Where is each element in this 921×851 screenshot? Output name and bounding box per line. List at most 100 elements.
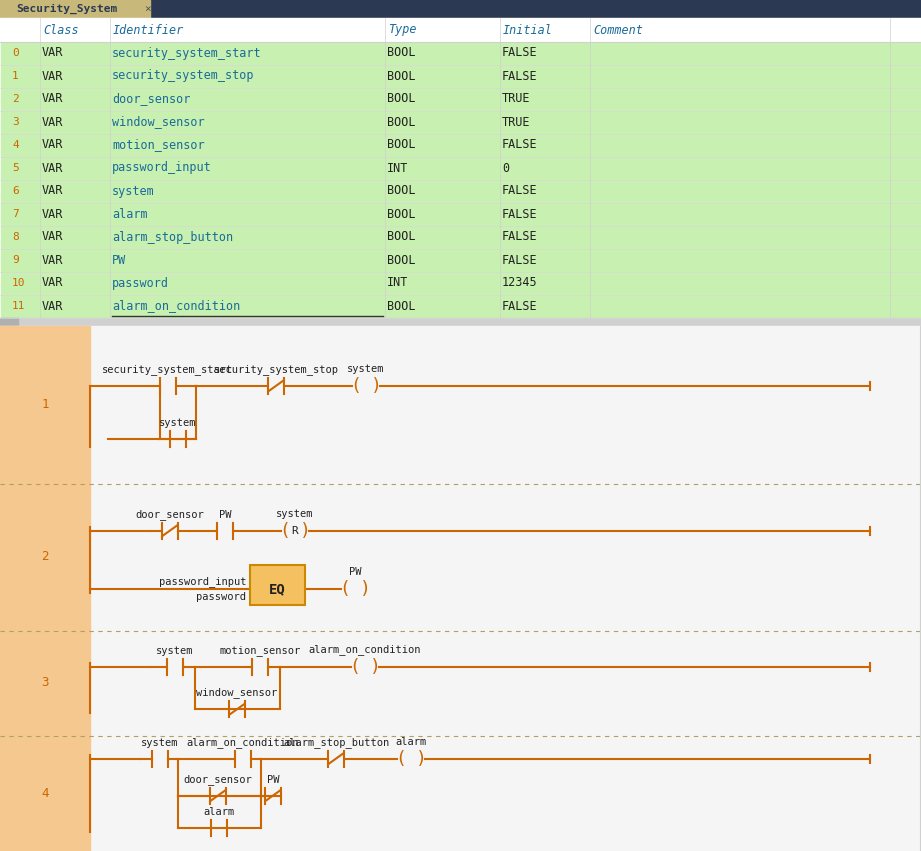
Point bbox=[346, 577, 361, 591]
Point bbox=[310, 841, 325, 851]
Point bbox=[179, 409, 193, 423]
Point bbox=[107, 661, 122, 675]
Point bbox=[431, 649, 446, 663]
Text: FALSE: FALSE bbox=[502, 185, 538, 197]
Point bbox=[778, 745, 793, 759]
Point bbox=[839, 349, 854, 363]
Point bbox=[827, 553, 842, 567]
Point bbox=[539, 745, 554, 759]
Point bbox=[203, 829, 217, 842]
Point bbox=[635, 337, 649, 351]
Point bbox=[790, 793, 805, 807]
Point bbox=[286, 565, 301, 579]
Point bbox=[262, 781, 277, 795]
Point bbox=[766, 697, 781, 711]
Point bbox=[179, 829, 193, 842]
Point bbox=[863, 589, 878, 603]
Point bbox=[382, 445, 397, 459]
Point bbox=[215, 577, 229, 591]
Point bbox=[358, 625, 373, 639]
Point bbox=[599, 374, 613, 387]
Point bbox=[635, 757, 649, 771]
Point bbox=[623, 614, 637, 627]
Point bbox=[670, 529, 685, 543]
Point bbox=[575, 589, 589, 603]
Text: ): ) bbox=[370, 377, 381, 395]
Point bbox=[298, 614, 313, 627]
Point bbox=[131, 481, 146, 494]
Point bbox=[718, 637, 733, 651]
Point bbox=[382, 374, 397, 387]
Point bbox=[155, 517, 169, 531]
Point bbox=[851, 494, 866, 507]
Point bbox=[251, 445, 265, 459]
Point bbox=[802, 721, 817, 734]
Point bbox=[119, 649, 134, 663]
Point bbox=[647, 409, 661, 423]
Point bbox=[443, 529, 458, 543]
Point bbox=[167, 589, 181, 603]
Point bbox=[167, 721, 181, 734]
Point bbox=[839, 361, 854, 374]
Point bbox=[239, 661, 253, 675]
Point bbox=[227, 841, 241, 851]
Point bbox=[718, 817, 733, 831]
Point bbox=[119, 386, 134, 399]
Point bbox=[742, 553, 757, 567]
Point bbox=[503, 349, 518, 363]
Point bbox=[443, 481, 458, 494]
Point bbox=[887, 325, 902, 339]
Point bbox=[527, 481, 542, 494]
Point bbox=[887, 805, 902, 819]
Bar bbox=[0, 18, 921, 320]
Point bbox=[419, 661, 434, 675]
Point bbox=[167, 769, 181, 783]
Point bbox=[215, 337, 229, 351]
Point bbox=[539, 601, 554, 614]
Point bbox=[394, 661, 409, 675]
Point bbox=[143, 421, 157, 435]
Point bbox=[611, 661, 625, 675]
Point bbox=[670, 553, 685, 567]
Text: FALSE: FALSE bbox=[502, 254, 538, 266]
Point bbox=[310, 649, 325, 663]
Point bbox=[659, 841, 673, 851]
Point bbox=[358, 386, 373, 399]
Point bbox=[670, 409, 685, 423]
Point bbox=[479, 841, 494, 851]
Point bbox=[107, 374, 122, 387]
Point bbox=[467, 577, 482, 591]
Point bbox=[827, 793, 842, 807]
Point bbox=[706, 781, 721, 795]
Point bbox=[875, 386, 890, 399]
Point bbox=[191, 757, 205, 771]
Point bbox=[706, 397, 721, 411]
Point bbox=[863, 386, 878, 399]
Point bbox=[827, 589, 842, 603]
Point bbox=[659, 325, 673, 339]
Point bbox=[718, 685, 733, 699]
Point bbox=[611, 361, 625, 374]
Point bbox=[766, 457, 781, 471]
Point bbox=[599, 589, 613, 603]
Point bbox=[730, 553, 745, 567]
Point bbox=[431, 469, 446, 483]
Point bbox=[227, 769, 241, 783]
Point bbox=[515, 494, 530, 507]
Point bbox=[563, 817, 577, 831]
Point bbox=[706, 614, 721, 627]
Point bbox=[694, 685, 709, 699]
Point bbox=[443, 577, 458, 591]
Point bbox=[887, 421, 902, 435]
Point bbox=[875, 769, 890, 783]
Point bbox=[730, 517, 745, 531]
Point bbox=[599, 673, 613, 687]
Point bbox=[827, 757, 842, 771]
Point bbox=[778, 805, 793, 819]
Point bbox=[191, 793, 205, 807]
Point bbox=[551, 529, 565, 543]
Point bbox=[503, 734, 518, 747]
Point bbox=[251, 829, 265, 842]
Point bbox=[730, 637, 745, 651]
Point bbox=[298, 625, 313, 639]
